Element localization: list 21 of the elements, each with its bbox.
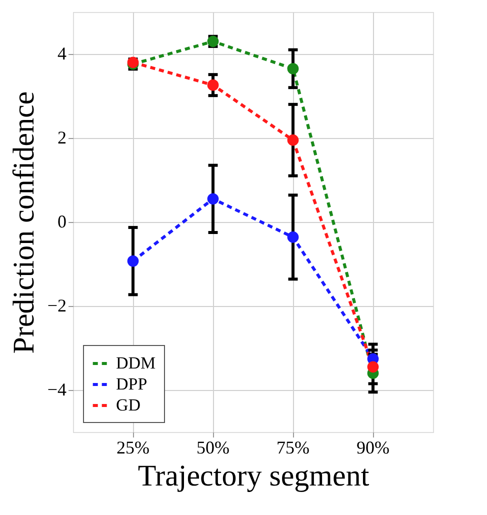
x-tick-label: 25% — [116, 438, 150, 458]
point — [127, 255, 139, 267]
x-tick-label: 90% — [356, 438, 390, 458]
y-axis-title: Prediction confidence — [7, 91, 40, 354]
point — [207, 79, 219, 91]
point — [367, 361, 379, 373]
y-tick-label: 4 — [58, 44, 66, 64]
y-tick-label: 2 — [58, 128, 66, 148]
x-tick-label: 75% — [276, 438, 310, 458]
point — [287, 63, 299, 74]
y-tick-label: 0 — [58, 212, 66, 232]
legend-label: GD — [116, 396, 141, 414]
y-tick-label: −4 — [47, 380, 66, 400]
legend-label: DPP — [116, 374, 148, 394]
x-axis-title: Trajectory segment — [138, 460, 370, 492]
point — [287, 231, 299, 243]
point — [207, 193, 219, 205]
legend-label: DDM — [116, 354, 156, 372]
point — [287, 134, 299, 146]
y-tick-label: −2 — [47, 296, 66, 316]
x-tick-label: 50% — [196, 438, 230, 458]
